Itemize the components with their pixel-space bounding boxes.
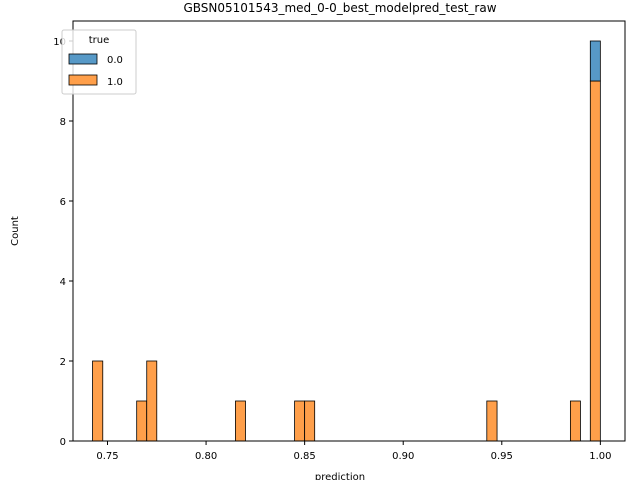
bar-1-0-bin-6 (486, 400, 498, 442)
x-tick-label: 0.80 (195, 451, 217, 462)
bars-layer (92, 40, 601, 442)
ticks-layer: 0.75 0.80 0.85 0.90 0.95 1.00 0 2 4 6 8 10 (53, 37, 611, 462)
legend: true 0.0 1.0 (61, 29, 137, 95)
y-tick-label: 10 (53, 37, 66, 48)
legend-label-1: 1.0 (107, 77, 123, 88)
bar-1-0-bin-1 (136, 400, 148, 442)
bar-1-0-bin-2 (146, 360, 158, 442)
bar-0-0-bin-8 (589, 40, 601, 82)
y-tick-label: 0 (60, 437, 66, 448)
legend-title: true (89, 35, 110, 46)
bar-1-0-bin-7 (569, 400, 581, 442)
plot-frame (72, 20, 626, 442)
legend-label-0: 0.0 (107, 55, 123, 66)
bar-1-0-bin-3 (235, 400, 246, 442)
x-tick-label: 1.00 (589, 451, 611, 462)
x-tick-label: 0.95 (491, 451, 513, 462)
x-axis-label: prediction (315, 472, 365, 480)
x-tick-label: 0.90 (392, 451, 414, 462)
legend-swatch-0 (68, 53, 98, 65)
chart-title: GBSN05101543_med_0-0_best_modelpred_test… (183, 1, 496, 15)
y-tick-label: 4 (60, 277, 66, 288)
bar-1-0-bin-8 (589, 80, 601, 442)
bar-1-0-bin-4 (294, 400, 306, 442)
y-tick-label: 2 (60, 357, 66, 368)
bar-1-0-bin-5 (304, 400, 316, 442)
x-tick-label: 0.85 (294, 451, 316, 462)
y-tick-label: 6 (60, 197, 66, 208)
bar-1-0-bin-0 (92, 360, 104, 442)
y-tick-label: 8 (60, 117, 66, 128)
y-axis-label: Count (10, 216, 21, 246)
legend-swatch-1 (68, 74, 98, 86)
x-tick-label: 0.75 (96, 451, 118, 462)
